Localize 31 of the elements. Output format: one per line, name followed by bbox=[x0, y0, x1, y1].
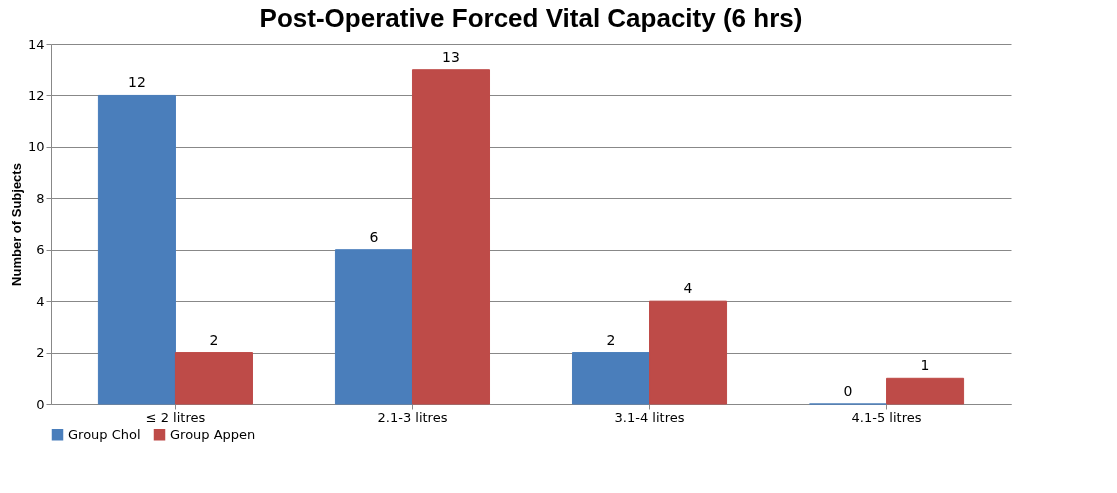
legend-label: Group Chol bbox=[68, 426, 141, 442]
data-label: 12 bbox=[128, 74, 146, 91]
x-tick-label: 3.1-4 litres bbox=[614, 409, 685, 425]
data-label: 13 bbox=[442, 48, 460, 65]
bar bbox=[411, 69, 491, 405]
data-label: 1 bbox=[920, 357, 930, 374]
y-tick-label: 10 bbox=[27, 139, 45, 155]
y-tick-label: 8 bbox=[36, 190, 45, 206]
y-tick-label: 4 bbox=[36, 293, 45, 309]
data-label: 2 bbox=[606, 331, 616, 348]
y-tick-label: 12 bbox=[27, 87, 45, 103]
bar bbox=[174, 352, 253, 405]
x-tick-label: 2.1-3 litres bbox=[377, 409, 448, 425]
bar bbox=[571, 352, 651, 405]
y-tick-label: 0 bbox=[36, 396, 45, 412]
chart-title: Post-Operative Forced Vital Capacity (6 hrs) bbox=[259, 3, 803, 33]
y-axis-title: Number of Subjects bbox=[8, 163, 24, 286]
data-label: 2 bbox=[209, 331, 219, 348]
x-tick-label: ≤ 2 litres bbox=[145, 409, 206, 425]
bar bbox=[649, 300, 728, 405]
legend-label: Group Appen bbox=[170, 426, 256, 442]
y-tick-label: 6 bbox=[36, 242, 45, 258]
bar bbox=[97, 94, 176, 405]
data-label: 4 bbox=[683, 280, 693, 297]
x-tick-label: 4.1-5 litres bbox=[851, 409, 922, 425]
y-tick-label: 14 bbox=[27, 36, 45, 52]
bar bbox=[886, 377, 965, 405]
bar bbox=[334, 249, 413, 405]
data-label: 6 bbox=[369, 228, 379, 245]
data-label: 0 bbox=[843, 383, 853, 399]
y-tick-label: 2 bbox=[36, 345, 45, 361]
